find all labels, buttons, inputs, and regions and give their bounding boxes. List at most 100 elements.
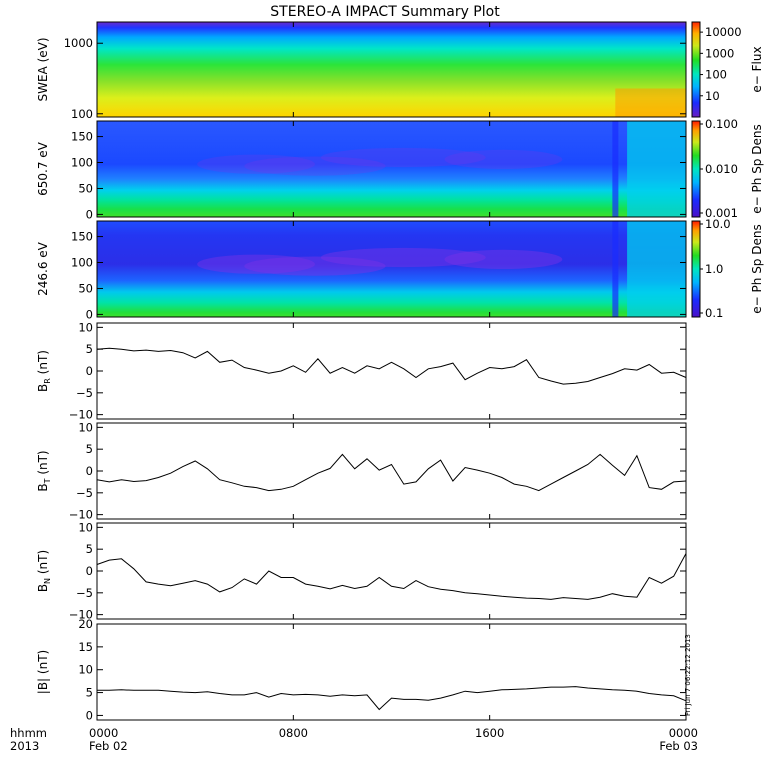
spectrogram-enhancement [244, 156, 386, 176]
y-axis-label-main: |B| (nT) [36, 650, 50, 694]
panel-br: 10 5 0 −5 −10 BR (nT) [36, 320, 687, 422]
panel-frame [96, 522, 687, 620]
chart-title: STEREO-A IMPACT Summary Plot [270, 4, 500, 20]
panel-bmag: 20 15 10 5 0 |B| (nT) [36, 617, 687, 722]
colorbar-tick-label: 0.001 [705, 206, 738, 220]
y-tick-label: 0 [86, 364, 93, 378]
y-tick-label: 10 [78, 420, 93, 434]
y-tick-label: 150 [71, 130, 93, 144]
panel-frame [96, 322, 687, 420]
y-tick-label: −10 [69, 608, 93, 622]
panel-frame [96, 623, 687, 721]
spectrogram-stripe [612, 121, 619, 217]
y-tick-label: −10 [69, 508, 93, 522]
y-axis-label-main: B [36, 384, 50, 392]
colorbar-tick-label: 10 [705, 89, 720, 103]
spectrogram-enhancement [320, 247, 486, 268]
spectrogram-enhancement [197, 254, 315, 274]
colorbar-label: e− Flux [750, 46, 764, 92]
y-tick-label: −5 [76, 386, 93, 400]
colorbar-pad-246 [691, 220, 701, 318]
y-axis-label-subscript: R [43, 378, 52, 384]
y-tick-label: 10 [78, 320, 93, 334]
spectrogram-stripe [612, 221, 619, 317]
colorbar-tick-label: 10000 [705, 25, 742, 39]
y-axis-label-bmag: |B| (nT) [36, 650, 50, 694]
spectrogram-enhancement [444, 149, 563, 169]
y-tick-label: 5 [86, 442, 93, 456]
colorbar-tick-label: 0.1 [705, 306, 723, 320]
time-axis-label-hhmm: hhmm [10, 726, 47, 740]
colorbar-tick-label: 10.0 [705, 217, 731, 231]
y-tick-label: 5 [86, 542, 93, 556]
y-axis-label-bt: BT (nT) [36, 450, 52, 491]
y-tick-label: 15 [78, 640, 93, 654]
y-tick-label: 0 [86, 708, 93, 722]
panel-frame [96, 220, 687, 318]
panel-pad-650: 0.100 0.010 0.001 e− Ph Sp Dens 150 100 50 0 650… [36, 117, 764, 221]
y-tick-label: 0 [86, 307, 93, 321]
y-axis-label-pad-246: 246.6 eV [36, 241, 50, 296]
y-tick-label: 100 [71, 256, 93, 270]
y-axis-label-subscript: N [43, 578, 52, 584]
series-line-bt [96, 453, 687, 492]
y-axis-label-main: B [36, 483, 50, 491]
y-tick-label: 10 [78, 520, 93, 534]
y-tick-label: 5 [86, 342, 93, 356]
x-tick-label-time: 1600 [475, 726, 504, 740]
x-tick-label-time: 0000 [89, 726, 118, 740]
y-tick-label: 1000 [64, 36, 93, 50]
plot-timestamp: Fri Jun 7 06:22:12 2013 [684, 634, 692, 716]
series-line-bn [96, 553, 687, 600]
colorbar-label: e− Ph Sp Dens [750, 124, 764, 213]
y-tick-label: 100 [71, 107, 93, 121]
y-tick-label: 0 [86, 564, 93, 578]
y-tick-label: 5 [86, 686, 93, 700]
spectrogram-flux-enhancement [615, 88, 686, 117]
y-tick-label: −5 [76, 586, 93, 600]
colorbar-tick-label: 100 [705, 68, 727, 82]
spectrogram-enhancement [244, 256, 386, 276]
y-axis-label-swea: SWEA (eV) [36, 37, 50, 101]
y-tick-label: 100 [71, 156, 93, 170]
y-axis-label-unit: (nT) [36, 350, 50, 378]
spectrogram-enhancement [444, 249, 563, 269]
y-tick-label: 20 [78, 617, 93, 631]
panel-frame [96, 422, 687, 520]
time-axis-label-year: 2013 [10, 739, 39, 753]
x-tick-label-date: Feb 03 [659, 739, 698, 753]
colorbar-tick-label: 1000 [705, 46, 734, 60]
colorbar-tick-label: 1.0 [705, 262, 723, 276]
y-tick-label: 0 [86, 464, 93, 478]
y-axis-label-pad-650: 650.7 eV [36, 141, 50, 196]
series-line-bmag [97, 686, 687, 711]
y-tick-label: −5 [76, 486, 93, 500]
spectrogram-pad-650 [97, 121, 686, 217]
panel-bn: 10 5 0 −5 −10 BN (nT) [36, 520, 687, 622]
panel-bt: 10 5 0 −5 −10 BT (nT) [36, 420, 687, 522]
y-axis-label-br: BR (nT) [36, 350, 52, 392]
y-tick-label: 0 [86, 207, 93, 221]
panel-pad-246: 10.0 1.0 0.1 e− Ph Sp Dens 150 100 50 0 246.6 eV [36, 217, 764, 321]
spectrogram-late-band [627, 121, 686, 217]
x-tick-label-time: 0000 [669, 726, 698, 740]
y-axis-label-bn: BN (nT) [36, 550, 52, 592]
spectrogram-pad-246 [97, 221, 686, 317]
spectrogram-swea [97, 22, 686, 117]
spectrogram-enhancement [197, 154, 315, 174]
y-axis-label-main: B [36, 584, 50, 592]
x-tick-label-date: Feb 02 [89, 739, 128, 753]
x-tick-label-time: 0800 [279, 726, 308, 740]
panel-swea: 10000 1000 100 10 e− Flux 1000 100 SWEA (eV) [36, 21, 764, 121]
y-tick-label: 150 [71, 230, 93, 244]
y-tick-label: 50 [78, 181, 93, 195]
y-tick-label: 50 [78, 281, 93, 295]
y-axis-label-unit: (nT) [36, 450, 50, 478]
colorbar-tick-label: 0.010 [705, 162, 738, 176]
spectrogram-enhancement [320, 147, 486, 168]
colorbar-tick-label: 0.100 [705, 117, 738, 131]
y-tick-label: −10 [69, 408, 93, 422]
